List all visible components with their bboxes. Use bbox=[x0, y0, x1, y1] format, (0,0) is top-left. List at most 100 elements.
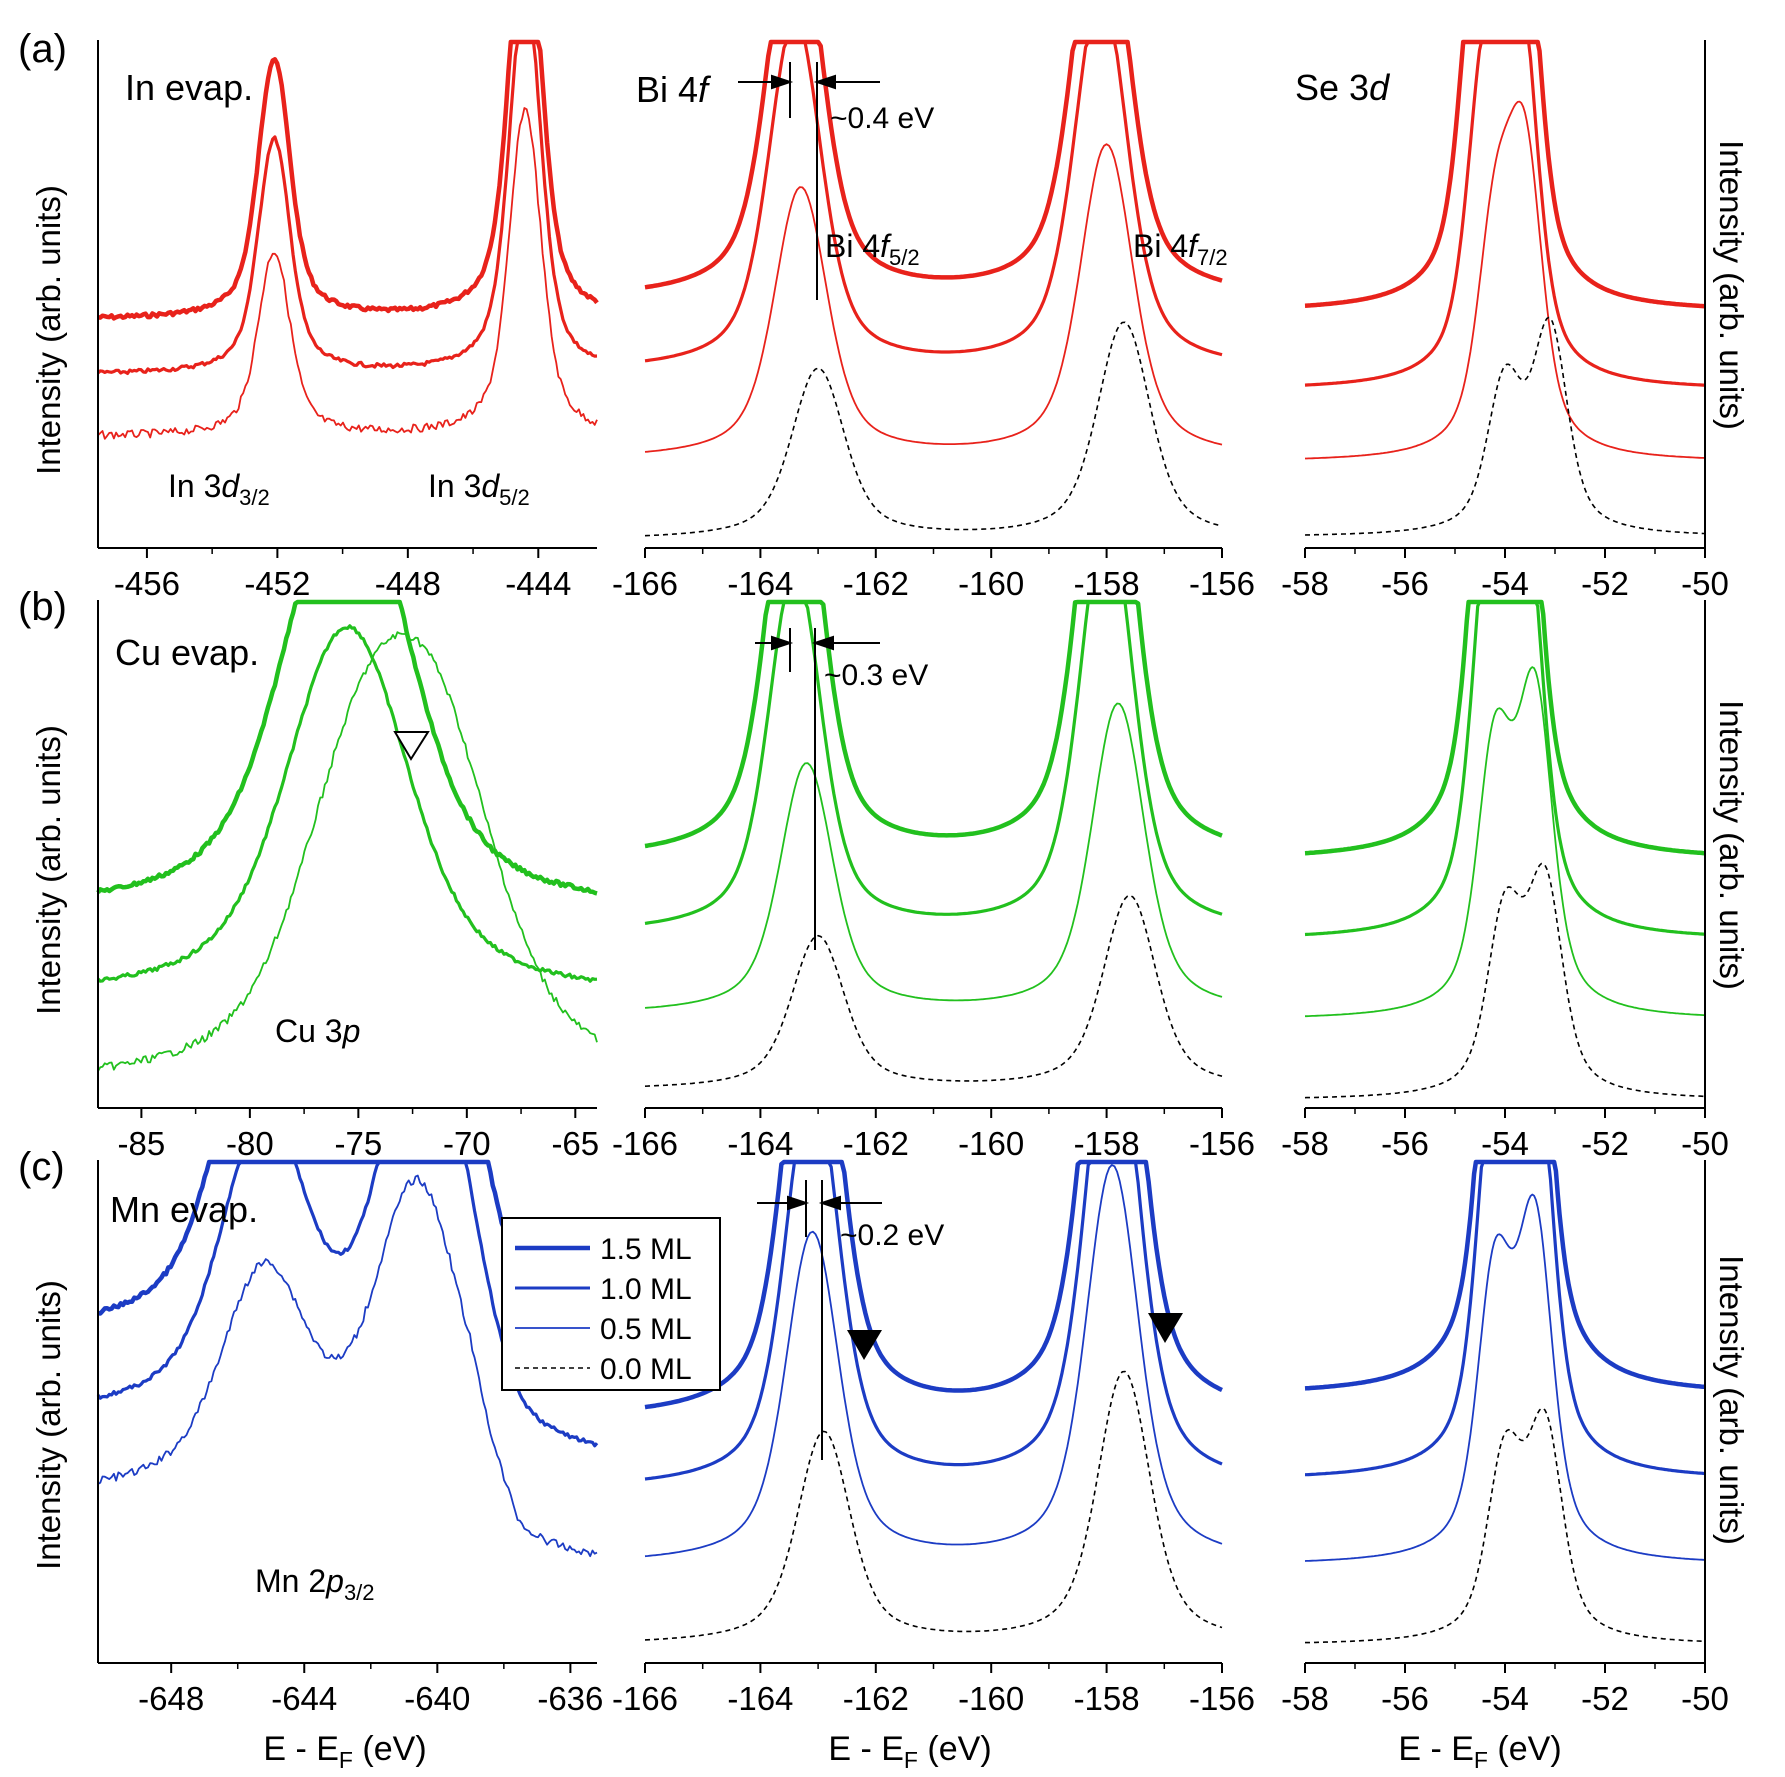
series-b-right-0-5-ML bbox=[1305, 666, 1706, 1018]
legend-label-0p5: 0.5 ML bbox=[600, 1313, 692, 1346]
in-3d32-label: In 3d3/2 bbox=[168, 468, 270, 510]
x-tick-label-b-mid-3: -160 bbox=[958, 1125, 1024, 1162]
panel-letter-b: (b) bbox=[18, 585, 67, 629]
ylabel-left-c: Intensity (arb. units) bbox=[30, 1280, 67, 1570]
series-b-right-1-5-ML bbox=[1304, 599, 1706, 856]
series-c-right-0-5-ML bbox=[1304, 1193, 1706, 1562]
series-c-left-0-5-ML bbox=[97, 1174, 598, 1558]
shift-marker-a bbox=[738, 62, 880, 300]
series-b-mid-0-5-ML bbox=[644, 702, 1223, 1009]
x-tick-label-c-mid-4: -158 bbox=[1074, 1680, 1140, 1717]
x-tick-label-b-right-0: -58 bbox=[1281, 1125, 1329, 1162]
panel-letter-c: (c) bbox=[18, 1145, 65, 1189]
x-tick-label-a-right-0: -58 bbox=[1281, 565, 1329, 602]
x-tick-label-b-left-1: -80 bbox=[226, 1125, 274, 1162]
x-tick-label-a-left-3: -444 bbox=[505, 565, 571, 602]
open-triangle-marker bbox=[393, 731, 430, 761]
bi-4f72-label: Bi 4f7/2 bbox=[1133, 228, 1228, 270]
ylabel-left-a: Intensity (arb. units) bbox=[30, 185, 67, 475]
x-tick-label-a-right-1: -56 bbox=[1381, 565, 1429, 602]
series-a-mid-1-5-ML bbox=[644, 39, 1223, 290]
x-tick-label-c-right-1: -56 bbox=[1381, 1680, 1429, 1717]
x-tick-label-c-mid-2: -162 bbox=[843, 1680, 909, 1717]
series-b-mid-1-5-ML bbox=[644, 599, 1223, 849]
shift-marker-c bbox=[757, 1180, 882, 1460]
ylabel-right-b: Intensity (arb. units) bbox=[1713, 700, 1750, 990]
series-c-mid-1-0-ML bbox=[644, 1160, 1223, 1481]
series-b-mid-1-0-ML bbox=[644, 600, 1223, 925]
shift-b-label: ~0.3 eV bbox=[824, 659, 928, 692]
series-c-right-1-5-ML bbox=[1304, 1159, 1706, 1391]
x-tick-label-b-right-4: -50 bbox=[1681, 1125, 1729, 1162]
series-a-left-1-0-ML bbox=[96, 40, 598, 375]
filled-triangle-marker-1 bbox=[847, 1330, 882, 1360]
xlabel-left: E - EF (eV) bbox=[263, 1730, 426, 1773]
x-tick-label-b-left-3: -70 bbox=[443, 1125, 491, 1162]
x-tick-label-b-mid-2: -162 bbox=[843, 1125, 909, 1162]
x-tick-label-b-left-4: -65 bbox=[551, 1125, 599, 1162]
series-b-left-1-0-ML bbox=[96, 624, 598, 983]
x-tick-label-a-right-4: -50 bbox=[1681, 565, 1729, 602]
x-tick-label-a-right-2: -54 bbox=[1481, 565, 1529, 602]
in-3d52-label: In 3d5/2 bbox=[428, 468, 530, 510]
x-tick-label-a-mid-3: -160 bbox=[958, 565, 1024, 602]
axes-layer: -456 -452 -448 -444 -166 -164 -162 -160 -158 -156… bbox=[97, 40, 1729, 1717]
shift-a-label: ~0.4 eV bbox=[830, 102, 934, 135]
series-a-left-0-5-ML bbox=[97, 107, 598, 440]
series-c-mid-0-0-ML bbox=[644, 1370, 1223, 1641]
x-tick-label-c-mid-1: -164 bbox=[727, 1680, 793, 1717]
xlabel-right: E - EF (eV) bbox=[1398, 1730, 1561, 1773]
mn-2p32-label: Mn 2p3/2 bbox=[255, 1563, 375, 1605]
filled-triangle-marker-2 bbox=[1148, 1313, 1183, 1343]
panel-letter-a: (a) bbox=[18, 27, 67, 71]
ylabel-right-c: Intensity (arb. units) bbox=[1713, 1255, 1750, 1545]
x-tick-label-a-mid-4: -158 bbox=[1074, 565, 1140, 602]
x-tick-label-c-mid-0: -166 bbox=[612, 1680, 678, 1717]
series-c-right-1-0-ML bbox=[1305, 1160, 1706, 1477]
legend-label-0p0: 0.0 ML bbox=[600, 1353, 692, 1386]
series-a-left-1-5-ML bbox=[97, 39, 599, 321]
series-c-right-0-0-ML bbox=[1305, 1407, 1706, 1644]
spectra-layer bbox=[96, 39, 1706, 1644]
shift-c-label: ~0.2 eV bbox=[840, 1219, 944, 1252]
shift-marker-b bbox=[755, 628, 880, 950]
x-tick-label-c-mid-5: -156 bbox=[1189, 1680, 1255, 1717]
x-tick-label-c-right-0: -58 bbox=[1281, 1680, 1329, 1717]
x-tick-label-b-mid-0: -166 bbox=[612, 1125, 678, 1162]
series-c-mid-0-5-ML bbox=[644, 1164, 1223, 1558]
x-tick-label-c-right-2: -54 bbox=[1481, 1680, 1529, 1717]
x-tick-label-a-left-0: -456 bbox=[114, 565, 180, 602]
x-tick-label-b-right-3: -52 bbox=[1581, 1125, 1629, 1162]
ylabel-left-b: Intensity (arb. units) bbox=[30, 725, 67, 1015]
x-tick-label-b-left-0: -85 bbox=[118, 1125, 166, 1162]
row-title-a: In evap. bbox=[125, 67, 253, 108]
legend: 1.5 ML 1.0 ML 0.5 ML 0.0 ML bbox=[501, 1217, 721, 1391]
x-tick-label-c-mid-3: -160 bbox=[958, 1680, 1024, 1717]
ylabel-right-a: Intensity (arb. units) bbox=[1713, 140, 1750, 430]
x-tick-label-c-left-2: -640 bbox=[404, 1680, 470, 1717]
x-tick-label-b-mid-4: -158 bbox=[1074, 1125, 1140, 1162]
x-tick-label-c-right-4: -50 bbox=[1681, 1680, 1729, 1717]
series-a-mid-1-0-ML bbox=[644, 40, 1223, 363]
series-b-right-0-0-ML bbox=[1304, 862, 1706, 1099]
x-tick-label-c-right-3: -52 bbox=[1581, 1680, 1629, 1717]
series-b-right-1-0-ML bbox=[1304, 600, 1706, 937]
legend-label-1p5: 1.5 ML bbox=[600, 1233, 692, 1266]
series-a-mid-0-0-ML bbox=[644, 321, 1223, 537]
series-b-left-0-5-ML bbox=[97, 631, 598, 1072]
x-tick-label-b-right-2: -54 bbox=[1481, 1125, 1529, 1162]
series-b-left-1-5-ML bbox=[96, 599, 598, 896]
cu-3p-label: Cu 3p bbox=[275, 1013, 360, 1049]
x-tick-label-b-mid-5: -156 bbox=[1189, 1125, 1255, 1162]
x-tick-label-c-left-0: -648 bbox=[138, 1680, 204, 1717]
x-tick-label-b-mid-1: -164 bbox=[727, 1125, 793, 1162]
row-title-c: Mn evap. bbox=[110, 1189, 258, 1230]
x-tick-label-c-left-3: -636 bbox=[537, 1680, 603, 1717]
x-tick-label-a-mid-1: -164 bbox=[727, 565, 793, 602]
se-3d-title: Se 3d bbox=[1295, 67, 1390, 108]
series-b-mid-0-0-ML bbox=[644, 894, 1223, 1087]
x-tick-label-a-mid-5: -156 bbox=[1189, 565, 1255, 602]
x-tick-label-a-left-2: -448 bbox=[375, 565, 441, 602]
x-tick-label-a-mid-2: -162 bbox=[843, 565, 909, 602]
